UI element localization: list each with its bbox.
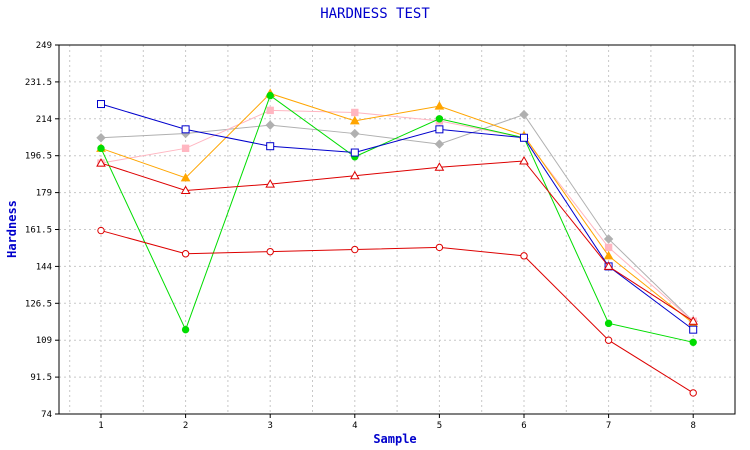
x-tick-label: 2 xyxy=(183,421,188,431)
data-point-triangle xyxy=(180,172,191,182)
data-point-square xyxy=(266,142,275,151)
series-line xyxy=(100,230,694,394)
x-axis-title: Sample xyxy=(373,432,416,446)
data-point-circle xyxy=(604,336,613,344)
series-line xyxy=(100,109,694,322)
data-point-circle xyxy=(181,325,190,334)
series-7 xyxy=(97,226,697,397)
data-point-circle xyxy=(435,115,444,123)
data-point-triangle xyxy=(349,170,360,180)
x-tick-label: 8 xyxy=(690,421,695,431)
data-point-square xyxy=(689,325,698,334)
data-point-triangle xyxy=(688,316,699,325)
data-point-circle xyxy=(520,252,528,260)
plot-frame xyxy=(58,44,736,415)
data-point-diamond xyxy=(96,133,106,143)
data-point-square xyxy=(350,148,359,157)
data-point-diamond xyxy=(265,120,275,130)
data-point-square xyxy=(181,144,190,153)
data-point-circle xyxy=(181,250,190,258)
data-point-triangle xyxy=(349,115,360,125)
data-point-square xyxy=(351,108,359,117)
y-tick-label: 179 xyxy=(36,189,52,199)
data-point-circle xyxy=(689,338,697,347)
y-tick-label: 109 xyxy=(36,336,52,346)
y-tick-label: 196.5 xyxy=(25,152,52,162)
series-line xyxy=(100,94,694,343)
y-tick-label: 161.5 xyxy=(25,226,52,236)
y-tick-label: 144 xyxy=(36,262,52,272)
data-point-triangle xyxy=(519,155,529,165)
y-tick-label: 126.5 xyxy=(25,299,52,309)
series-group xyxy=(96,88,699,397)
y-axis-title: Hardness xyxy=(5,200,19,258)
y-tick-label: 214 xyxy=(36,115,52,125)
series-line xyxy=(100,160,694,322)
grid xyxy=(59,45,735,414)
data-point-triangle xyxy=(603,261,614,270)
data-point-square xyxy=(435,125,444,134)
data-point-triangle xyxy=(434,162,445,171)
series-line xyxy=(100,103,694,331)
y-tick-label: 249 xyxy=(36,41,52,51)
data-point-circle xyxy=(97,226,105,235)
data-point-triangle xyxy=(180,185,191,194)
data-point-circle xyxy=(266,91,274,100)
data-point-diamond xyxy=(434,139,445,149)
y-tick-label: 91.5 xyxy=(30,373,52,383)
y-tick-label: 74 xyxy=(41,410,52,420)
x-tick-label: 6 xyxy=(521,421,526,431)
data-point-square xyxy=(266,106,274,115)
y-tick-labels: 74 91.5 109 126.5 144 161.5 179 196.5 214 231.5 24… xyxy=(25,41,52,420)
series-6 xyxy=(96,155,699,325)
data-point-square xyxy=(520,133,528,142)
x-tick-label: 4 xyxy=(352,421,357,431)
x-tick-label: 1 xyxy=(98,421,103,431)
x-tick-label: 5 xyxy=(437,421,442,431)
y-tick-label: 231.5 xyxy=(25,78,52,88)
data-point-circle xyxy=(689,389,697,397)
data-point-circle xyxy=(435,243,444,252)
data-point-square xyxy=(181,125,190,134)
data-point-triangle xyxy=(265,179,276,188)
data-point-triangle xyxy=(96,158,106,167)
chart-title: HARDNESS TEST xyxy=(320,6,430,22)
data-point-diamond xyxy=(519,109,529,120)
series-line xyxy=(100,92,694,324)
data-point-circle xyxy=(266,247,274,256)
x-tick-label: 7 xyxy=(606,421,611,431)
data-point-circle xyxy=(604,319,613,328)
data-point-square xyxy=(97,100,105,109)
data-point-square xyxy=(604,243,613,252)
x-tick-label: 3 xyxy=(267,421,272,431)
axes xyxy=(55,44,736,418)
x-tick-labels: 1 2 3 4 5 6 7 8 xyxy=(98,421,696,431)
data-point-triangle xyxy=(603,250,614,260)
data-point-triangle xyxy=(434,101,445,110)
data-point-diamond xyxy=(603,234,614,244)
data-point-circle xyxy=(97,144,105,153)
data-point-circle xyxy=(351,245,359,254)
data-point-diamond xyxy=(350,128,360,139)
